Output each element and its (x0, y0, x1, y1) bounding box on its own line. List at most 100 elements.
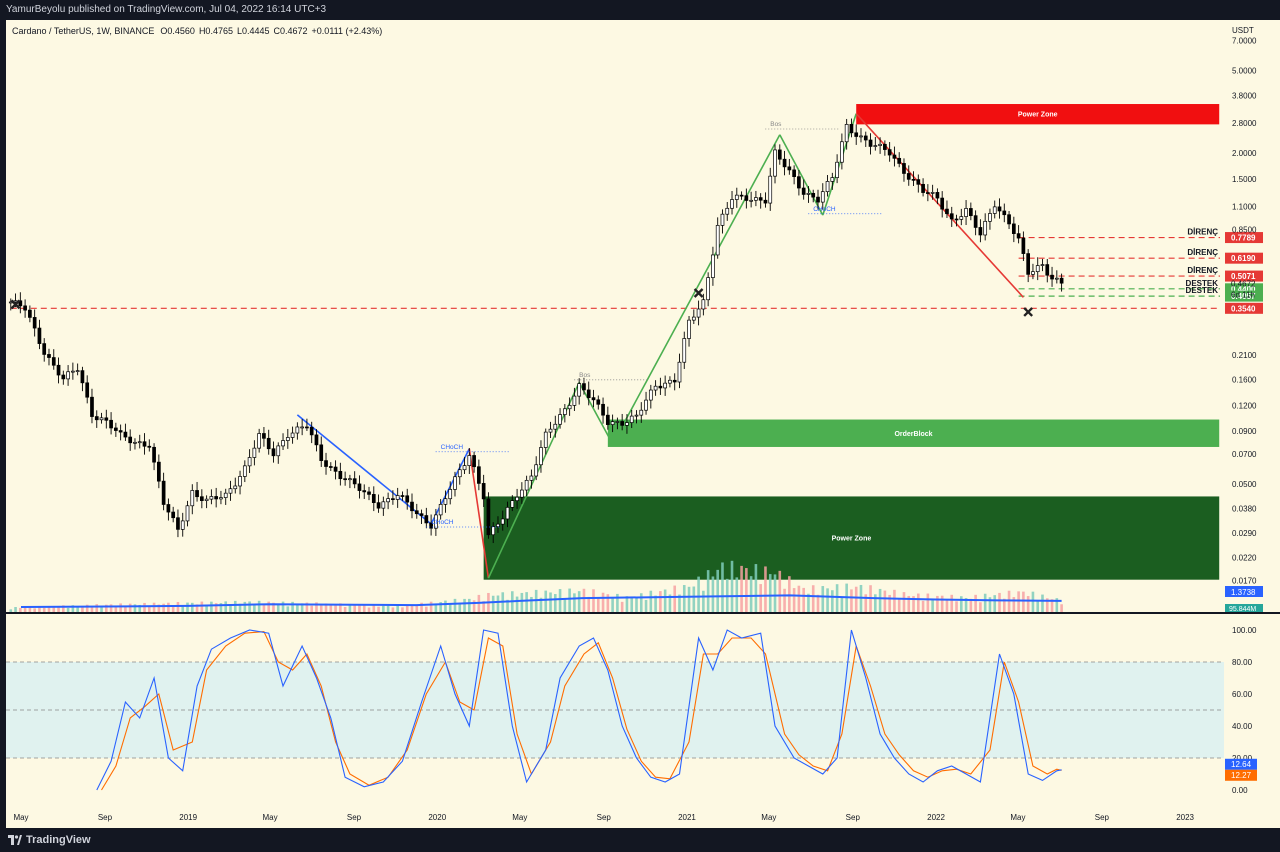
candle-body (715, 225, 720, 256)
volume-bar (1036, 600, 1040, 612)
candle-body (290, 432, 295, 438)
volume-bar (506, 599, 509, 612)
chart-legend: Cardano / TetherUS, 1W, BINANCE O0.4560 H0… (12, 26, 382, 36)
candle-body (314, 434, 319, 446)
candle-body (1007, 214, 1011, 225)
candle-body (281, 440, 285, 447)
candle-body (214, 496, 219, 500)
candle-body (405, 495, 410, 503)
volume-bar (802, 587, 805, 612)
candle-body (467, 455, 472, 466)
candle-body (309, 426, 314, 436)
legend-change: +0.0111 (+2.43%) (312, 26, 383, 36)
volume-bar (377, 606, 380, 612)
volume-bar (673, 585, 677, 612)
volume-bar (716, 569, 719, 612)
candle-body (773, 149, 777, 177)
level-badge-text-2: 0.5071 (1231, 272, 1256, 281)
candle-body (367, 491, 371, 495)
candle-body (968, 208, 973, 217)
zone-1 (607, 419, 1220, 447)
price-tick-1: 5.0000 (1232, 67, 1257, 76)
candle-body (562, 408, 567, 415)
level-label-3: DESTEK (1186, 279, 1219, 288)
candle-body (486, 498, 491, 536)
candle-body (443, 498, 448, 505)
volume-bar (425, 606, 428, 612)
candle-body (247, 457, 252, 467)
candle-body (75, 370, 80, 372)
candle-body (620, 421, 625, 426)
level-badge-5 (1225, 302, 1263, 314)
volume-bar (831, 590, 834, 612)
volume-bar (764, 566, 767, 612)
candle-body (219, 497, 223, 500)
candle-body (233, 485, 238, 490)
candle-body (1002, 210, 1007, 216)
candle-body (558, 414, 562, 425)
candle-body (276, 445, 281, 457)
volume-bar (768, 574, 772, 612)
level-badge-2 (1225, 270, 1263, 282)
stoch-k-value: 12.64 (1231, 760, 1252, 769)
candle-body (892, 154, 897, 159)
candle-body (204, 498, 209, 501)
candle-body (706, 277, 710, 301)
volume-bar (955, 601, 958, 612)
candle-body (926, 192, 930, 194)
candle-body (386, 498, 390, 503)
volume-bar (152, 602, 156, 612)
volume-bar (921, 600, 925, 612)
candle-body (935, 192, 940, 199)
volume-bar (85, 604, 89, 612)
volume-bar (525, 592, 528, 612)
candle-body (391, 498, 395, 500)
price-tick-2: 3.8000 (1232, 91, 1257, 100)
volume-bar (176, 601, 180, 612)
candle-body (376, 502, 381, 509)
time-tick-11: 2022 (927, 813, 945, 822)
volume-bar (515, 596, 519, 612)
brand-name: TradingView (26, 834, 91, 846)
candle-body (362, 490, 367, 493)
candle-body (429, 522, 433, 529)
candle-body (768, 175, 773, 204)
candle-body (543, 431, 548, 448)
volume-bar (1017, 591, 1020, 612)
volume-bar (128, 603, 132, 612)
candle-body (1059, 277, 1064, 284)
candle-body (1026, 253, 1031, 275)
volume-bar (826, 588, 829, 612)
candle-body (51, 357, 56, 366)
candle-body (849, 124, 854, 134)
candle-body (252, 447, 257, 458)
candle-body (1021, 237, 1026, 254)
volume-bar (854, 586, 858, 612)
candle-body (854, 132, 859, 137)
volume-bar (458, 602, 462, 612)
volume-bar (233, 600, 237, 612)
candle-body (515, 496, 519, 502)
candle-body (644, 399, 648, 411)
volume-bar (410, 604, 414, 612)
candle-body (792, 169, 796, 178)
volume-bar (606, 594, 610, 612)
time-tick-6: May (512, 813, 527, 822)
volume-bar (587, 596, 591, 612)
volume-bar (649, 590, 653, 612)
candle-body (763, 199, 768, 204)
structure-label-3: Bos (770, 121, 782, 128)
tradingview-logo[interactable]: TradingView (8, 832, 91, 848)
time-tick-12: May (1010, 813, 1025, 822)
volume-bar (821, 586, 825, 612)
countdown-badge: 6d 11h (1231, 290, 1255, 299)
zone-2 (483, 496, 1220, 580)
chart[interactable]: Power Zone OrderBlock Power Zone DİRENÇ 0.7… (0, 20, 1280, 828)
volume-bar (434, 603, 438, 612)
volume-bar (272, 602, 275, 612)
volume-bar (745, 568, 748, 612)
candle-body (954, 218, 959, 221)
volume-bar (257, 600, 261, 612)
time-tick-5: 2020 (428, 813, 446, 822)
volume-bar (897, 599, 901, 612)
